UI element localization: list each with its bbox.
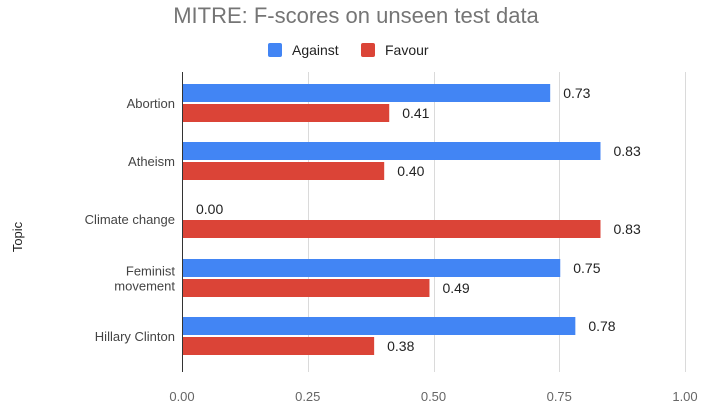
bar-favour	[183, 162, 385, 180]
x-tick-label: 0.25	[295, 389, 320, 404]
category-label: Hillary Clinton	[95, 329, 175, 344]
data-label: 0.83	[613, 143, 640, 159]
data-labels: 0.73 0.41 0.83 0.40 0.00 0.83 0.75 0.49 0.78 0.38	[196, 85, 641, 354]
bar-favour	[183, 104, 390, 122]
bar-against	[183, 317, 576, 335]
bar-favour	[183, 279, 430, 297]
category-label: Climate change	[85, 212, 175, 227]
data-label: 0.49	[442, 280, 469, 296]
data-label: 0.38	[387, 338, 414, 354]
legend-swatch-favour	[361, 43, 375, 57]
data-label: 0.75	[573, 260, 600, 276]
data-label: 0.78	[588, 318, 615, 334]
x-tick-label: 0.50	[421, 389, 446, 404]
category-label: Atheism	[128, 154, 175, 169]
x-tick-label: 0.00	[169, 389, 194, 404]
bar-against	[183, 259, 561, 277]
legend-swatch-against	[268, 43, 282, 57]
category-label: Abortion	[127, 96, 175, 111]
bar-favour	[183, 220, 601, 238]
data-label: 0.40	[397, 163, 424, 179]
x-tick-label: 0.75	[547, 389, 572, 404]
legend-label-favour: Favour	[385, 42, 429, 58]
legend-label-against: Against	[292, 42, 339, 58]
bar-against	[183, 142, 601, 160]
data-label: 0.73	[563, 85, 590, 101]
x-tick-labels: 0.00 0.25 0.50 0.75 1.00	[169, 389, 697, 404]
data-label: 0.83	[613, 221, 640, 237]
data-label: 0.41	[402, 105, 429, 121]
y-axis-title: Topic	[10, 221, 25, 252]
bar-against	[183, 84, 551, 102]
bars	[183, 84, 601, 355]
bar-favour	[183, 337, 375, 355]
chart-title: MITRE: F-scores on unseen test data	[173, 3, 539, 28]
x-tick-label: 1.00	[672, 389, 697, 404]
legend: Against Favour	[268, 42, 429, 58]
category-labels: Abortion Atheism Climate change Feministmov…	[85, 96, 176, 344]
category-label: movement	[114, 279, 175, 294]
category-label: Feminist	[126, 264, 176, 279]
data-label: 0.00	[196, 201, 223, 217]
